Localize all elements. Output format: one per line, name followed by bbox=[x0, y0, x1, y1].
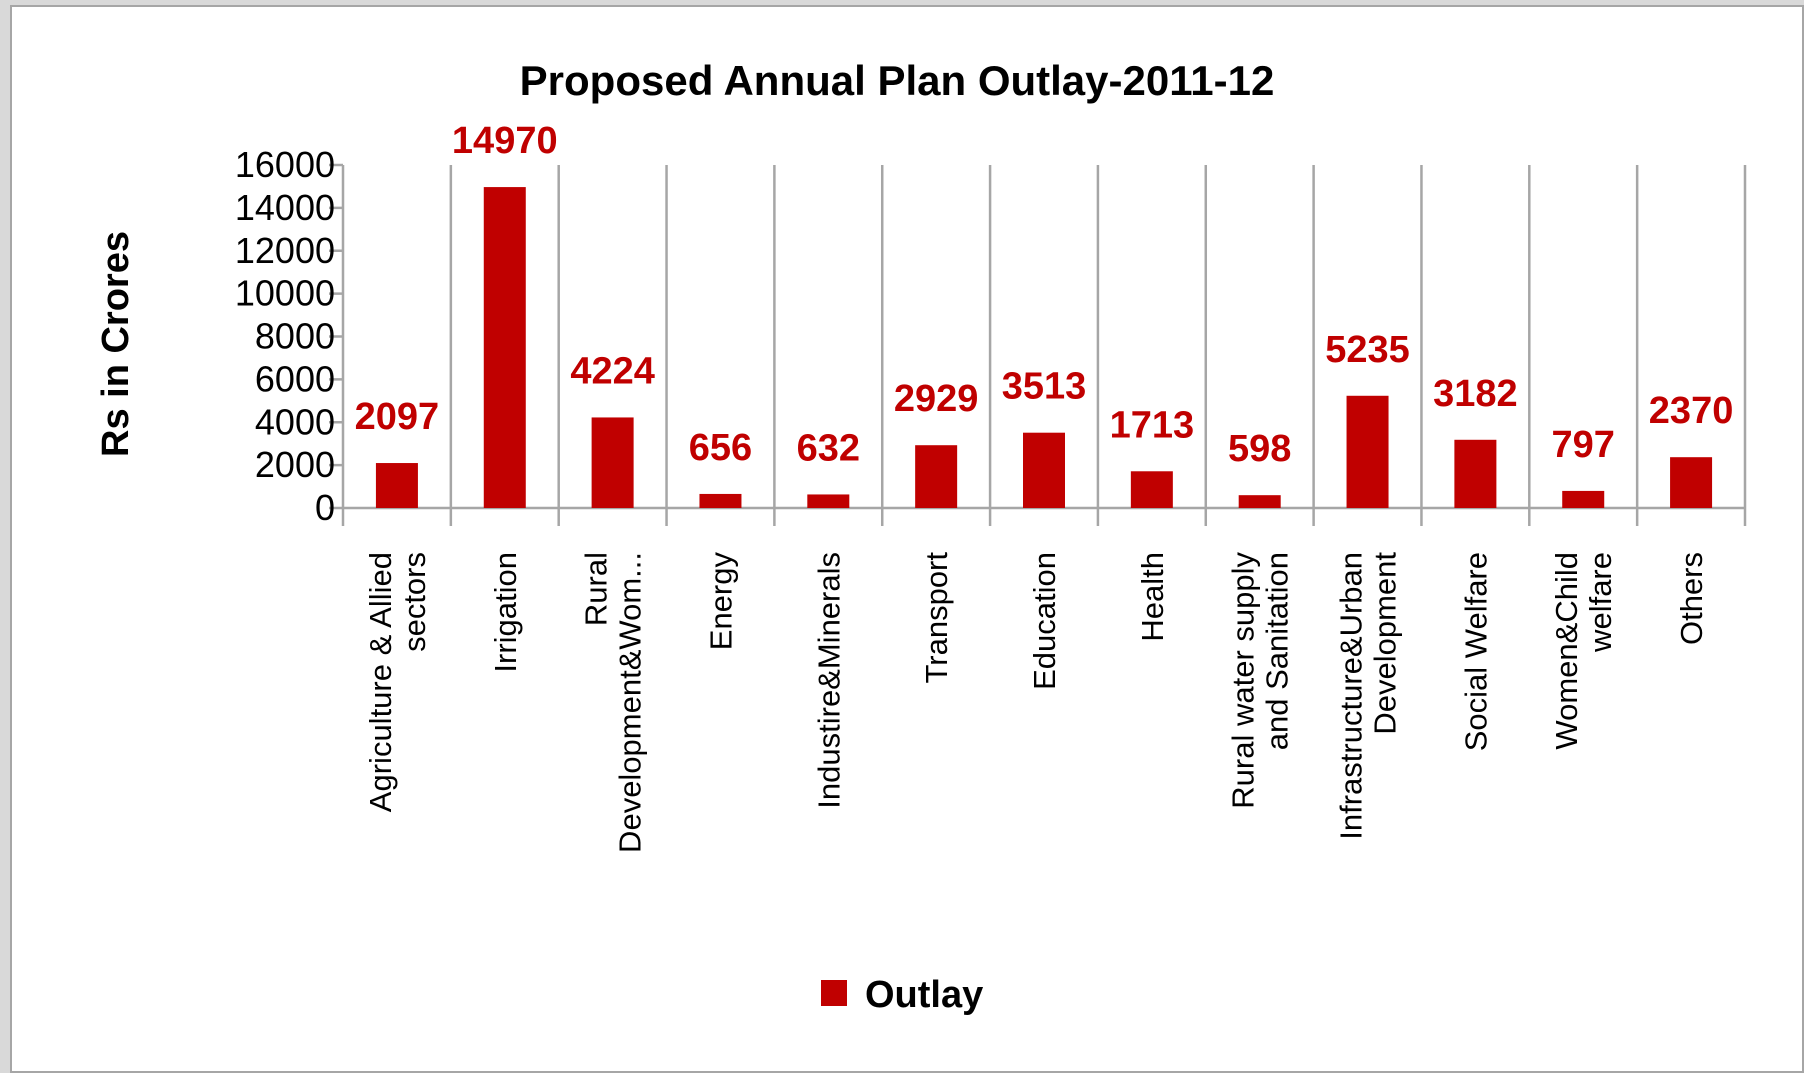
data-label: 2929 bbox=[894, 378, 979, 420]
x-tick-label: Rural water supply and Sanitation bbox=[1226, 552, 1295, 809]
y-tick-label: 6000 bbox=[255, 358, 335, 399]
bar bbox=[375, 463, 418, 508]
bar-chart: Proposed Annual Plan Outlay-2011-12 Rs i… bbox=[95, 57, 1747, 1016]
y-axis-label: Rs in Crores bbox=[95, 231, 137, 457]
bar bbox=[483, 187, 526, 508]
x-tick-label-line: sectors bbox=[397, 552, 432, 652]
x-tick-label-line: Rural bbox=[579, 552, 614, 626]
x-tick-label: Women&Child welfare bbox=[1549, 552, 1618, 750]
category-gridlines bbox=[449, 165, 1747, 508]
data-label: 14970 bbox=[452, 120, 558, 162]
x-tick-label: Irrigation bbox=[488, 552, 523, 673]
y-tick-label: 12000 bbox=[235, 230, 335, 271]
x-tick-label: Social Welfare bbox=[1458, 552, 1493, 751]
x-tick-label: Health bbox=[1135, 552, 1170, 642]
x-tick-label-line: Agriculture & Allied bbox=[363, 552, 398, 812]
x-tick-label: Energy bbox=[703, 552, 738, 651]
x-tick-label-line: Rural water supply bbox=[1226, 552, 1261, 809]
y-tick-label: 16000 bbox=[235, 144, 335, 185]
data-label: 3513 bbox=[1002, 366, 1087, 408]
data-label: 656 bbox=[689, 427, 752, 469]
x-tick-labels: Agriculture & Allied sectors Irrigation Rur… bbox=[363, 552, 1709, 853]
data-label: 4224 bbox=[570, 350, 655, 392]
bar bbox=[807, 494, 850, 508]
legend-swatch-outlay bbox=[821, 980, 847, 1006]
data-label: 5235 bbox=[1325, 329, 1410, 371]
data-labels: 2097 14970 4224 656 632 2929 3513 1713 598 5235 31… bbox=[355, 120, 1734, 470]
y-tick-label: 14000 bbox=[235, 187, 335, 228]
x-tick-label-line: Others bbox=[1674, 552, 1709, 645]
x-tick-label-line: Development bbox=[1368, 552, 1403, 735]
x-tick-label-line: Development&Wom... bbox=[613, 552, 648, 853]
y-tick-label: 8000 bbox=[255, 316, 335, 357]
data-label: 632 bbox=[797, 427, 860, 469]
chart-title: Proposed Annual Plan Outlay-2011-12 bbox=[520, 57, 1275, 104]
x-tick-label: Education bbox=[1027, 552, 1062, 690]
bar bbox=[1562, 490, 1605, 508]
data-label: 598 bbox=[1228, 428, 1291, 470]
legend-label-outlay: Outlay bbox=[865, 974, 983, 1016]
x-tick-label: Rural Development&Wom... bbox=[579, 552, 648, 853]
bar bbox=[591, 417, 634, 508]
x-tick-label-line: Infrastructure&Urban bbox=[1334, 552, 1369, 840]
legend: Outlay bbox=[821, 974, 983, 1016]
x-tick-label-line: Industire&Minerals bbox=[811, 552, 846, 809]
bar bbox=[915, 445, 958, 508]
data-label: 797 bbox=[1552, 424, 1615, 466]
bar bbox=[1346, 395, 1389, 508]
bar bbox=[1670, 457, 1713, 508]
x-tick-label-line: Irrigation bbox=[488, 552, 523, 673]
y-tick-label: 10000 bbox=[235, 273, 335, 314]
data-label: 1713 bbox=[1110, 404, 1195, 446]
bar bbox=[1130, 471, 1173, 508]
x-tick-label-line: Education bbox=[1027, 552, 1062, 690]
bar bbox=[1023, 432, 1065, 508]
bar bbox=[699, 493, 742, 508]
x-tick-label: Industire&Minerals bbox=[811, 552, 846, 809]
chart-frame: Proposed Annual Plan Outlay-2011-12 Rs i… bbox=[10, 5, 1804, 1073]
y-tick-label: 2000 bbox=[255, 444, 335, 485]
x-tick-label-line: and Sanitation bbox=[1260, 552, 1295, 750]
bar bbox=[1454, 439, 1497, 508]
bar bbox=[1238, 495, 1281, 508]
x-tick-label-line: Social Welfare bbox=[1458, 552, 1493, 751]
x-tick-label-line: Energy bbox=[703, 552, 738, 651]
data-label: 2097 bbox=[355, 396, 440, 438]
bars bbox=[375, 187, 1713, 508]
x-tick-label: Transport bbox=[919, 552, 954, 684]
x-tick-label: Agriculture & Allied sectors bbox=[363, 552, 432, 812]
data-label: 2370 bbox=[1649, 390, 1734, 432]
data-label: 3182 bbox=[1433, 373, 1518, 415]
x-tick-label: Others bbox=[1674, 552, 1709, 645]
y-tick-label: 0 bbox=[315, 487, 335, 528]
x-tick-label: Infrastructure&Urban Development bbox=[1334, 552, 1403, 840]
x-tick-label-line: Women&Child bbox=[1549, 552, 1584, 750]
y-tick-label: 4000 bbox=[255, 401, 335, 442]
x-tick-label-line: Health bbox=[1135, 552, 1170, 642]
x-tick-label-line: Transport bbox=[919, 552, 954, 684]
x-tick-label-line: welfare bbox=[1583, 552, 1618, 653]
